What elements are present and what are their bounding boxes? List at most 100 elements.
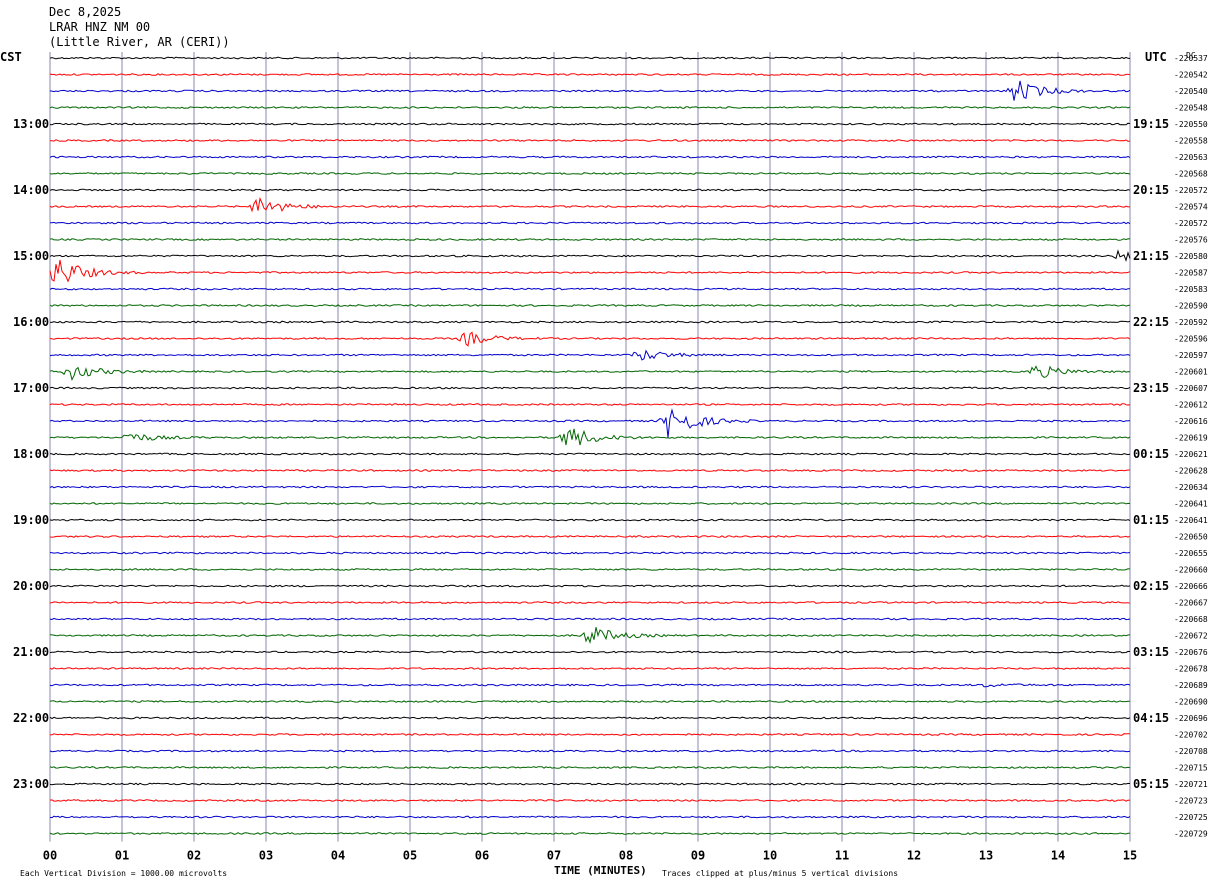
utc-hour-label: 20:15 xyxy=(1133,183,1169,197)
dc-offset-label: -220592 xyxy=(1174,318,1208,327)
trace-line xyxy=(49,155,1131,159)
cst-hour-label: 22:00 xyxy=(13,711,49,725)
x-tick-label: 13 xyxy=(979,849,993,863)
x-tick-label: 03 xyxy=(259,849,273,863)
x-tick-label: 04 xyxy=(331,849,345,863)
trace-line xyxy=(49,683,1131,688)
trace-line xyxy=(49,650,1131,654)
x-tick-label: 10 xyxy=(763,849,777,863)
trace-line xyxy=(49,716,1131,720)
trace-line xyxy=(49,139,1131,142)
trace-line xyxy=(49,56,1131,60)
trace-line xyxy=(49,73,1131,76)
dc-offset-label: -220583 xyxy=(1174,285,1208,294)
scale-footnote: Each Vertical Division = 1000.00 microvo… xyxy=(20,869,227,878)
cst-hour-label: 23:00 xyxy=(13,777,49,791)
trace-line xyxy=(49,627,1131,644)
dc-offset-label: -220537 xyxy=(1174,54,1208,63)
dc-offset-label: -220607 xyxy=(1174,384,1208,393)
dc-label: DC xyxy=(1186,51,1196,60)
trace-line xyxy=(49,172,1131,175)
utc-hour-label: 00:15 xyxy=(1133,447,1169,461)
trace-line xyxy=(49,259,1131,283)
dc-offset-label: -220655 xyxy=(1174,549,1208,558)
trace-line xyxy=(49,766,1131,769)
dc-offset-label: -220723 xyxy=(1174,797,1208,806)
dc-offset-label: -220725 xyxy=(1174,813,1208,822)
trace-line xyxy=(49,518,1131,522)
dc-offset-label: -220634 xyxy=(1174,483,1208,492)
trace-line xyxy=(49,331,1131,347)
cst-hour-label: 19:00 xyxy=(13,513,49,527)
trace-line xyxy=(49,568,1131,571)
dc-offset-label: -220596 xyxy=(1174,335,1208,344)
dc-offset-label: -220702 xyxy=(1174,731,1208,740)
dc-offset-label: -220690 xyxy=(1174,698,1208,707)
trace-line xyxy=(49,403,1131,406)
trace-line xyxy=(49,80,1131,101)
x-axis-label: TIME (MINUTES) xyxy=(554,864,647,877)
dc-offset-label: -220580 xyxy=(1174,252,1208,261)
utc-hour-label: 03:15 xyxy=(1133,645,1169,659)
utc-timezone-label: UTC xyxy=(1145,50,1167,64)
trace-line xyxy=(49,365,1131,382)
cst-hour-label: 18:00 xyxy=(13,447,49,461)
trace-line xyxy=(49,782,1131,786)
trace-line xyxy=(49,238,1131,241)
dc-offset-label: -220574 xyxy=(1174,203,1208,212)
dc-offset-label: -220708 xyxy=(1174,747,1208,756)
dc-offset-label: -220568 xyxy=(1174,170,1208,179)
dc-offset-label: -220689 xyxy=(1174,681,1208,690)
cst-hour-label: 16:00 xyxy=(13,315,49,329)
minute-gridlines xyxy=(49,52,1131,842)
dc-offset-label: -220572 xyxy=(1174,219,1208,228)
cst-timezone-label: CST xyxy=(0,50,22,64)
utc-hour-label: 04:15 xyxy=(1133,711,1169,725)
trace-line xyxy=(49,584,1131,588)
station-label: LRAR HNZ NM 00 xyxy=(49,20,150,34)
utc-hour-label: 01:15 xyxy=(1133,513,1169,527)
dc-offset-label: -220548 xyxy=(1174,104,1208,113)
trace-line xyxy=(49,799,1131,802)
dc-offset-label: -220590 xyxy=(1174,302,1208,311)
trace-line xyxy=(49,815,1131,819)
utc-hour-label: 21:15 xyxy=(1133,249,1169,263)
dc-offset-label: -220729 xyxy=(1174,830,1208,839)
x-tick-label: 12 xyxy=(907,849,921,863)
dc-offset-label: -220641 xyxy=(1174,516,1208,525)
dc-offset-label: -220666 xyxy=(1174,582,1208,591)
trace-line xyxy=(49,428,1131,446)
x-tick-label: 09 xyxy=(691,849,705,863)
utc-hour-label: 19:15 xyxy=(1133,117,1169,131)
utc-hour-label: 22:15 xyxy=(1133,315,1169,329)
trace-line xyxy=(49,122,1131,126)
axis-labels: 00 01 02 03 04 05 06 07 08 09 10 11 12 13 14 15 -220537 -… xyxy=(13,54,1208,863)
x-tick-label: 15 xyxy=(1123,849,1137,863)
dc-offset-label: -220650 xyxy=(1174,533,1208,542)
trace-line xyxy=(50,221,1131,225)
dc-offset-label: -220576 xyxy=(1174,236,1208,245)
utc-hour-label: 23:15 xyxy=(1133,381,1169,395)
x-tick-label: 01 xyxy=(115,849,129,863)
trace-line xyxy=(49,249,1131,263)
trace-line xyxy=(49,700,1130,703)
trace-line xyxy=(49,535,1131,538)
x-tick-label: 07 xyxy=(547,849,561,863)
dc-offset-label: -220667 xyxy=(1174,599,1208,608)
date-label: Dec 8,2025 xyxy=(49,5,121,19)
dc-offset-label: -220563 xyxy=(1174,153,1208,162)
cst-hour-label: 17:00 xyxy=(13,381,49,395)
dc-offset-label: -220601 xyxy=(1174,368,1208,377)
trace-line xyxy=(49,320,1131,324)
x-tick-label: 00 xyxy=(43,849,57,863)
trace-line xyxy=(49,386,1131,390)
trace-line xyxy=(49,485,1131,489)
trace-line xyxy=(49,469,1130,472)
x-tick-label: 06 xyxy=(475,849,489,863)
dc-offset-label: -220572 xyxy=(1174,186,1208,195)
location-label: (Little River, AR (CERI)) xyxy=(49,35,230,49)
cst-hour-label: 14:00 xyxy=(13,183,49,197)
trace-line xyxy=(49,502,1131,505)
dc-offset-label: -220587 xyxy=(1174,269,1208,278)
